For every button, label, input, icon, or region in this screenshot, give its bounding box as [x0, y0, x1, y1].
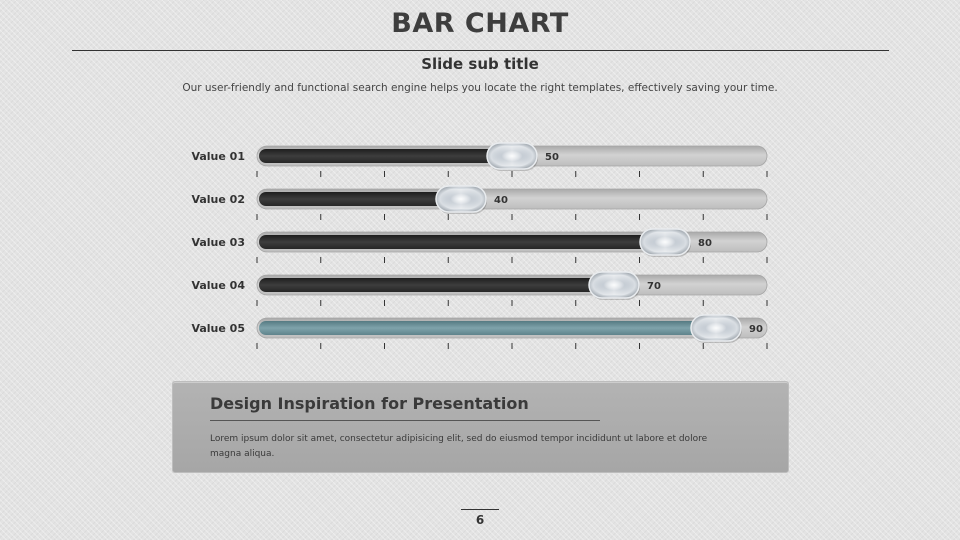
data-label: 90	[749, 324, 763, 335]
data-label: 40	[494, 195, 508, 206]
title-divider	[72, 50, 889, 51]
bar	[259, 149, 512, 163]
bar-chart: Value 01 50 Value 02 40 Value 03 80 Value 04 70…	[191, 142, 768, 349]
slider-knob-sheen	[493, 146, 531, 166]
page-number-rule	[461, 509, 499, 510]
bar	[259, 278, 614, 292]
info-box: Design Inspiration for Presentation Lore…	[172, 381, 789, 473]
slider-knob-sheen	[697, 318, 735, 338]
bar	[259, 321, 716, 335]
info-box-divider	[210, 420, 600, 421]
page-number: 6	[475, 513, 485, 527]
category-label: Value 04	[191, 279, 245, 292]
slider-knob-sheen	[646, 232, 684, 252]
slide-subtitle: Slide sub title	[421, 55, 539, 73]
category-label: Value 03	[191, 236, 245, 249]
slide-title: BAR CHART	[391, 8, 569, 39]
category-label: Value 02	[191, 193, 245, 206]
category-label: Value 01	[191, 150, 245, 163]
slide-description: Our user-friendly and functional search …	[182, 82, 778, 94]
bar	[259, 235, 665, 249]
data-label: 50	[545, 152, 559, 163]
category-label: Value 05	[191, 322, 245, 335]
data-label: 80	[698, 238, 712, 249]
data-label: 70	[647, 281, 661, 292]
slider-knob-sheen	[595, 275, 633, 295]
slider-knob-sheen	[442, 189, 480, 209]
info-box-title: Design Inspiration for Presentation	[210, 394, 529, 413]
bar	[259, 192, 461, 206]
info-box-text: Lorem ipsum dolor sit amet, consectetur …	[210, 434, 708, 459]
